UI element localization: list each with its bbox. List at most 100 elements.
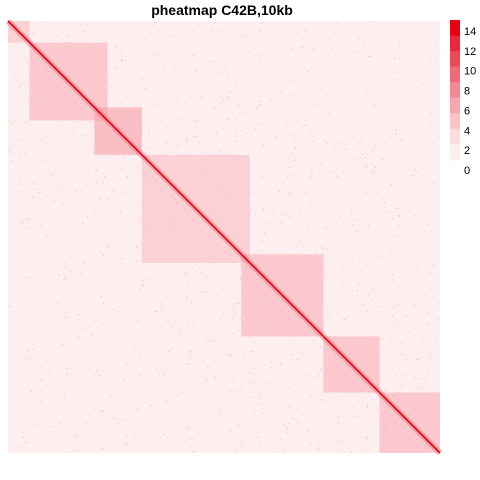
heatmap-cell <box>207 303 209 304</box>
heatmap-cell <box>269 203 271 205</box>
heatmap-cell <box>95 39 97 41</box>
heatmap-cell <box>287 429 289 431</box>
heatmap-cell <box>96 370 98 372</box>
heatmap-cell <box>81 134 83 136</box>
heatmap-cell <box>26 277 28 278</box>
heatmap-cell <box>191 438 193 440</box>
heatmap-cell <box>197 432 199 434</box>
heatmap-cell <box>235 145 237 147</box>
heatmap-cell <box>57 302 59 304</box>
heatmap-cell <box>189 375 191 377</box>
heatmap-cell <box>311 86 313 88</box>
heatmap-cell <box>409 239 411 241</box>
heatmap-cell <box>309 129 311 130</box>
heatmap-cell <box>243 354 245 356</box>
heatmap-cell <box>367 407 368 409</box>
heatmap-cell <box>387 301 388 303</box>
heatmap-cell <box>262 144 264 146</box>
heatmap-cell <box>127 176 128 178</box>
heatmap-cell <box>409 331 411 333</box>
heatmap-cell <box>422 84 424 86</box>
heatmap-cell <box>60 385 62 387</box>
heatmap-cell <box>399 351 401 353</box>
heatmap-cell <box>154 432 156 434</box>
heatmap-cell <box>262 86 264 88</box>
heatmap-cell <box>195 96 197 98</box>
heatmap-cell <box>336 220 337 222</box>
heatmap-cell <box>123 298 125 300</box>
heatmap-cell <box>93 151 94 153</box>
heatmap-cell <box>140 23 142 25</box>
heatmap-cell <box>120 168 122 170</box>
heatmap-cell <box>171 426 173 428</box>
heatmap-cell <box>205 386 207 388</box>
heatmap-cell <box>396 338 398 340</box>
heatmap-cell <box>145 115 147 116</box>
heatmap-cell <box>78 228 80 230</box>
heatmap-cell <box>286 432 288 434</box>
heatmap-cell <box>211 87 213 89</box>
heatmap-cell <box>271 366 273 368</box>
heatmap-cell <box>141 71 143 72</box>
heatmap-cell <box>97 206 99 208</box>
heatmap-cell <box>296 66 298 68</box>
heatmap-cell <box>309 171 311 173</box>
heatmap-cell <box>263 208 264 210</box>
heatmap-cell <box>120 168 122 170</box>
heatmap-cell <box>97 231 99 233</box>
heatmap-cell <box>376 408 378 410</box>
heatmap-cell <box>350 211 352 213</box>
heatmap-cell <box>102 448 104 450</box>
heatmap-cell <box>73 35 75 36</box>
heatmap-cell <box>359 209 360 211</box>
heatmap-cell <box>423 174 425 176</box>
heatmap-cell <box>265 231 267 233</box>
heatmap-cell <box>215 75 217 77</box>
heatmap-cell <box>273 68 275 70</box>
heatmap-cell <box>185 392 187 393</box>
heatmap-cell <box>199 142 201 143</box>
heatmap-cell <box>214 376 216 378</box>
heatmap-cell <box>374 297 376 299</box>
heatmap-cell <box>250 90 252 92</box>
heatmap-cell <box>20 315 21 317</box>
heatmap-cell <box>200 133 202 135</box>
heatmap-cell <box>423 101 425 103</box>
heatmap-cell <box>194 30 195 32</box>
heatmap-cell <box>371 139 373 141</box>
heatmap-cell <box>388 373 390 375</box>
heatmap-cell <box>92 430 94 431</box>
heatmap-cell <box>32 183 34 185</box>
heatmap-cell <box>370 21 372 22</box>
heatmap-cell <box>320 368 322 370</box>
heatmap-cell <box>60 185 62 187</box>
heatmap-cell <box>172 324 174 326</box>
heatmap-cell <box>9 222 11 224</box>
heatmap-cell <box>32 32 34 34</box>
heatmap-cell <box>60 338 62 340</box>
heatmap-cell <box>212 83 214 85</box>
heatmap-cell <box>316 237 318 239</box>
heatmap-cell <box>170 35 172 36</box>
heatmap-cell <box>111 162 113 164</box>
heatmap-cell <box>90 292 92 294</box>
heatmap-cell <box>258 396 260 398</box>
heatmap-cell <box>114 68 116 70</box>
heatmap-cell <box>109 425 110 427</box>
heatmap-cell <box>354 254 356 256</box>
heatmap-cell <box>430 111 431 113</box>
heatmap-cell <box>423 231 425 233</box>
heatmap-cell <box>25 201 27 203</box>
heatmap-cell <box>286 124 288 126</box>
heatmap-cell <box>108 244 109 246</box>
heatmap-cell <box>108 93 110 95</box>
heatmap-cell <box>333 285 335 287</box>
heatmap-cell <box>66 379 68 381</box>
heatmap-cell <box>224 69 226 70</box>
heatmap-cell <box>52 174 53 176</box>
heatmap-cell <box>232 317 233 319</box>
heatmap-cell <box>8 431 10 433</box>
heatmap-cell <box>23 359 25 360</box>
legend-swatch <box>450 113 460 130</box>
heatmap-cell <box>289 166 291 168</box>
